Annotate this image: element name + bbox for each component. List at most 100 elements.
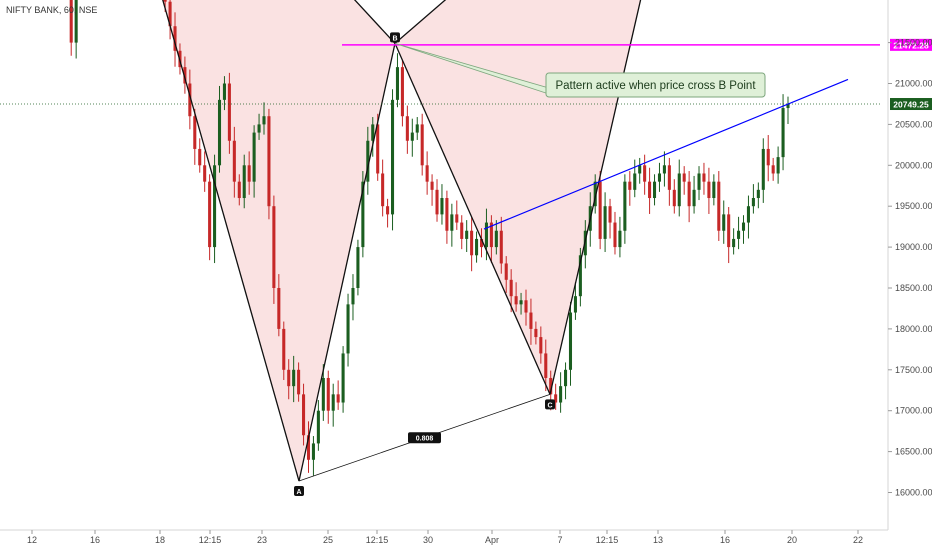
- candle-body: [470, 230, 474, 256]
- y-tick-label: 17500.00: [895, 365, 932, 375]
- candle-body: [727, 214, 731, 248]
- point-marker-b: [390, 32, 400, 43]
- candle-body: [662, 165, 666, 174]
- candle-body: [376, 124, 380, 174]
- candle-body: [227, 83, 231, 141]
- candle-body: [544, 353, 548, 378]
- candle-body: [628, 181, 632, 190]
- candle-body: [445, 198, 449, 231]
- candle-body: [623, 181, 627, 231]
- candle-body: [341, 353, 345, 403]
- candle-body: [351, 288, 355, 305]
- candle-body: [163, 0, 167, 2]
- candle-body: [173, 26, 177, 51]
- candle-body: [242, 165, 246, 199]
- candle-body: [321, 377, 325, 411]
- candle-body: [667, 165, 671, 190]
- candle-body: [356, 247, 360, 288]
- trendline: [483, 78, 849, 230]
- x-tick-label: 30: [423, 535, 433, 545]
- candle-body: [366, 140, 370, 182]
- y-tick-label: 20000.00: [895, 160, 932, 170]
- x-tick-label: 18: [155, 535, 165, 545]
- x-tick-label: Apr: [485, 535, 499, 545]
- candle-body: [484, 222, 488, 248]
- pattern-triangle-bcd: [395, 0, 641, 395]
- y-tick-label: 17000.00: [895, 406, 932, 416]
- candle-body: [771, 165, 775, 174]
- candle-body: [237, 181, 241, 199]
- candle-body: [450, 214, 454, 231]
- candle-body: [336, 394, 340, 403]
- candle-body: [232, 140, 236, 182]
- candle-body: [410, 132, 414, 141]
- candle-body: [657, 173, 662, 182]
- candle-body: [746, 206, 750, 223]
- candle-body: [420, 124, 424, 166]
- candle-body: [722, 214, 726, 231]
- candle-body: [732, 238, 736, 248]
- point-marker-a: [294, 486, 304, 497]
- candle-body: [272, 206, 276, 288]
- candle-body: [405, 116, 409, 141]
- candle-body: [519, 300, 523, 305]
- candle-body: [672, 189, 676, 207]
- candle-body: [549, 377, 553, 395]
- x-tick-label: 23: [257, 535, 267, 545]
- candle-body: [756, 189, 760, 199]
- candle-body: [247, 165, 251, 182]
- candle-body: [593, 181, 597, 207]
- candle-body: [677, 173, 681, 207]
- candle-body: [652, 181, 657, 199]
- candle-body: [292, 369, 296, 387]
- candle-body: [489, 222, 493, 248]
- last-price-tag-label: 20749.25: [893, 100, 929, 110]
- candle-body: [425, 165, 429, 182]
- candle-body: [287, 369, 291, 387]
- point-label: C: [547, 402, 552, 409]
- candle-body: [208, 181, 212, 248]
- y-tick-label: 19500.00: [895, 201, 932, 211]
- candle-body: [712, 181, 716, 199]
- y-tick-label: 21500.00: [895, 38, 932, 48]
- candle-body: [578, 255, 582, 297]
- candle-body: [400, 67, 404, 117]
- candle-body: [603, 206, 607, 239]
- b-level-tag-label: 21472.28: [893, 40, 929, 50]
- candle-body: [361, 181, 365, 248]
- b-level-tag: [890, 38, 932, 51]
- candle-body: [435, 189, 439, 215]
- point-label: B: [392, 35, 397, 42]
- candle-body: [302, 394, 306, 436]
- x-tick-label: 22: [853, 535, 863, 545]
- candle-body: [331, 394, 335, 411]
- candle-body: [69, 0, 73, 43]
- pattern-leg-bd: [394, 0, 447, 44]
- ratio-label-box: [408, 432, 441, 444]
- pattern-triangle-xab: [162, 0, 395, 482]
- candle-body: [257, 124, 261, 133]
- annotation-text: Pattern active when price cross B Point: [555, 80, 756, 92]
- candle-body: [751, 198, 755, 207]
- x-tick-label: 16: [720, 535, 730, 545]
- candle-body: [598, 181, 602, 239]
- candle-body: [371, 124, 375, 141]
- candle-body: [311, 443, 315, 460]
- candle-body: [465, 230, 469, 239]
- candle-body: [568, 312, 573, 370]
- last-price-tag: [890, 98, 932, 111]
- candle-body: [499, 230, 503, 264]
- candle-body: [529, 312, 533, 329]
- candle-body: [697, 173, 701, 190]
- candle-body: [277, 288, 281, 329]
- candle-body: [504, 263, 508, 280]
- x-tick-label: 20: [787, 535, 797, 545]
- candle-body: [440, 198, 444, 215]
- candle-body: [203, 165, 207, 182]
- candle-body: [381, 173, 385, 207]
- candle-body: [524, 300, 528, 313]
- candle-body: [786, 103, 790, 109]
- candle-body: [395, 67, 400, 100]
- y-tick-label: 16000.00: [895, 488, 932, 498]
